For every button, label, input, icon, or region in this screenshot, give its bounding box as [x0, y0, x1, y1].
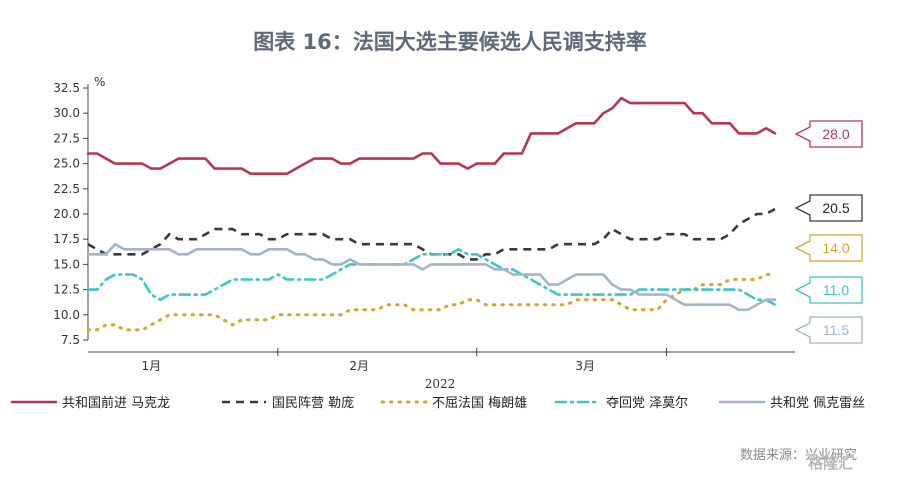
callout-value-1: 20.5 [822, 200, 849, 216]
series-line-4 [86, 242, 777, 312]
y-tick-label: 7.5 [61, 333, 80, 347]
series-line-3 [86, 248, 777, 307]
series-line-0 [86, 96, 777, 175]
legend-label-3: 夺回党 泽莫尔 [606, 396, 688, 411]
watermark-text: 格隆汇 [808, 454, 854, 472]
legend-label-1: 国民阵营 勒庞 [272, 395, 354, 411]
callout-value-4: 11.5 [823, 322, 849, 338]
legend-label-4: 共和党 佩克雷丝 [770, 396, 865, 411]
legend-label-2: 不屈法国 梅朗雄 [432, 396, 527, 411]
y-tick-label: 27.5 [53, 131, 80, 145]
legend: 共和国前进 马克龙 国民阵营 勒庞 不屈法国 梅朗雄 夺回党 泽莫尔 共和党 佩克雷丝 [10, 395, 865, 411]
y-unit-label: % [94, 75, 105, 89]
callout-value-0: 28.0 [822, 126, 849, 142]
axes: 7.5 10.0 12.5 15.0 17.5 20.0 22.5 25.0 27.5 30.0 3… [53, 75, 795, 391]
y-tick-label: 12.5 [53, 283, 80, 297]
x-tick-label: 2月 [349, 359, 369, 373]
callout-box-4 [794, 316, 863, 344]
series-line-2 [86, 273, 777, 332]
y-tick-label: 22.5 [53, 182, 80, 196]
callout-value-3: 11.0 [823, 282, 849, 298]
series-lines [86, 96, 777, 332]
chart-title: 图表 16：法国大选主要候选人民调支持率 [253, 30, 647, 54]
end-value-callouts: 28.0 20.5 14.0 11.0 11.5 [794, 120, 863, 344]
y-tick-label: 20.0 [53, 207, 80, 221]
y-tick-label: 32.5 [53, 81, 80, 95]
y-tick-label: 10.0 [53, 308, 80, 322]
x-tick-label: 3月 [575, 359, 595, 373]
y-tick-label: 17.5 [53, 232, 80, 246]
x-tick-label: 1月 [141, 359, 161, 373]
callout-box-1 [794, 194, 863, 222]
x-axis-title: 2022 [425, 377, 456, 391]
y-tick-label: 25.0 [53, 157, 80, 171]
callout-box-0 [794, 120, 863, 148]
callout-box-3 [794, 276, 863, 304]
callout-box-2 [794, 234, 863, 262]
y-tick-label: 15.0 [53, 257, 80, 271]
callout-value-2: 14.0 [822, 240, 849, 256]
source-note: 数据来源：兴业研究 [740, 448, 858, 463]
legend-label-0: 共和国前进 马克龙 [62, 395, 170, 411]
y-tick-label: 30.0 [53, 106, 80, 120]
